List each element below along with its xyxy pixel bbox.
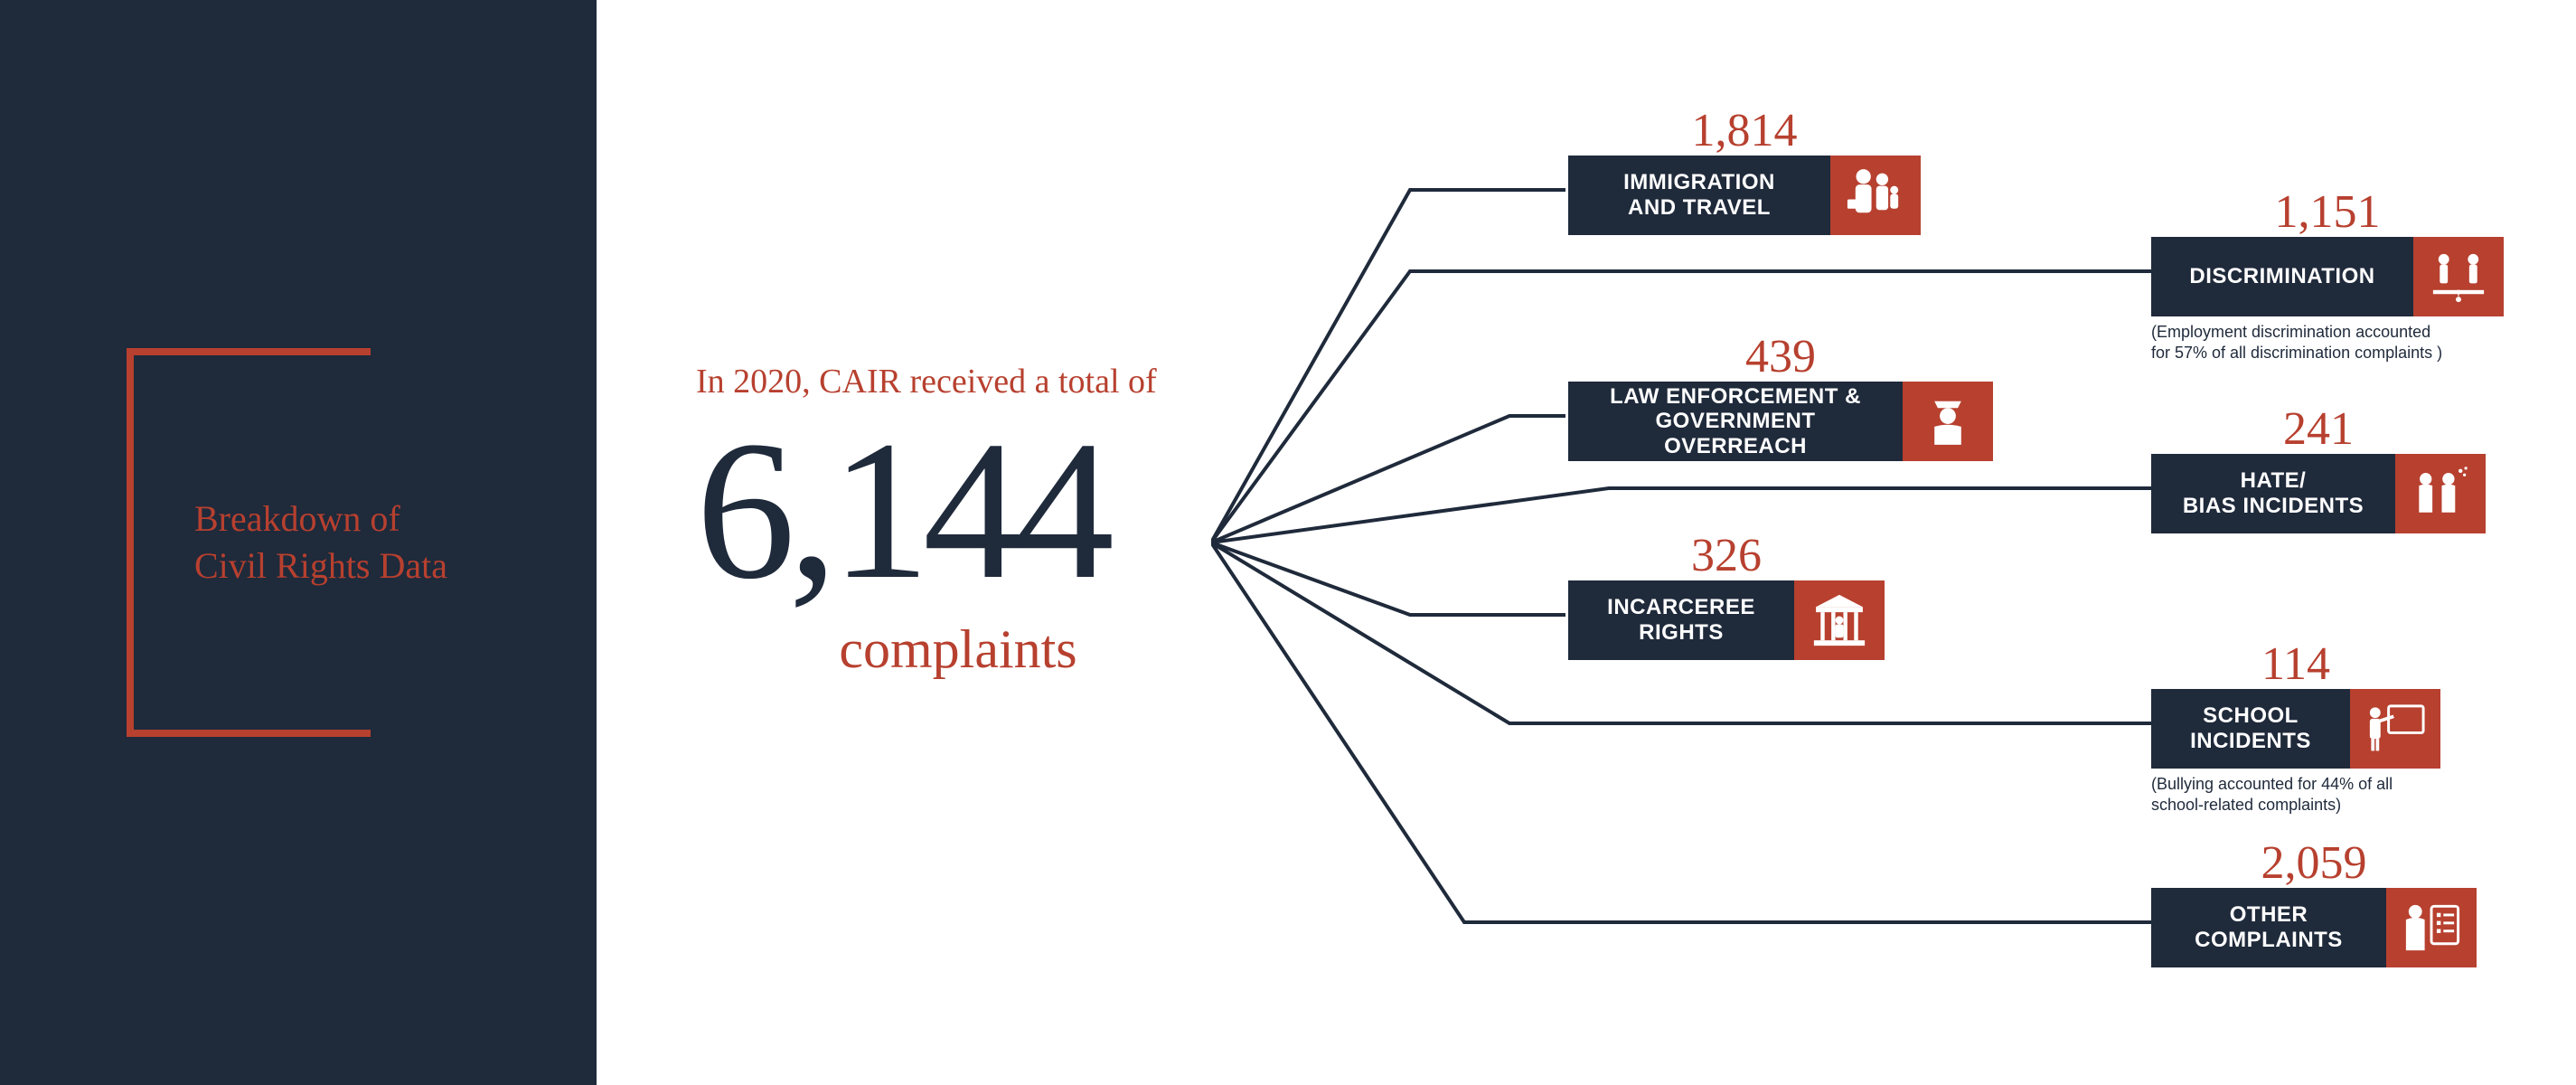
category-law-enforcement: 439LAW ENFORCEMENT &GOVERNMENT OVERREACH (1568, 330, 1993, 461)
summary-block: In 2020, CAIR received a total of 6,144 … (696, 362, 1220, 681)
title-frame: Breakdown of Civil Rights Data (127, 348, 470, 737)
category-label: INCARCEREERIGHTS (1568, 580, 1794, 660)
category-school: 114SCHOOLINCIDENTS (Bullying accounted fo… (2151, 637, 2440, 815)
category-immigration: 1,814IMMIGRATIONAND TRAVEL (1568, 104, 1921, 235)
confrontation-icon (2395, 454, 2486, 533)
summary-intro: In 2020, CAIR received a total of (696, 362, 1220, 401)
sidebar-panel: Breakdown of Civil Rights Data (0, 0, 597, 1085)
scales-icon (2413, 237, 2504, 316)
category-box: LAW ENFORCEMENT &GOVERNMENT OVERREACH (1568, 382, 1993, 461)
category-box: HATE/BIAS INCIDENTS (2151, 454, 2486, 533)
category-number: 2,059 (2151, 836, 2477, 890)
category-number: 1,151 (2151, 185, 2504, 239)
category-box: OTHERCOMPLAINTS (2151, 888, 2477, 967)
sidebar-title: Breakdown of Civil Rights Data (149, 495, 447, 590)
category-label: SCHOOLINCIDENTS (2151, 689, 2350, 769)
frame-bottom-border (127, 730, 371, 737)
frame-left-border (127, 348, 134, 737)
jail-icon (1794, 580, 1885, 660)
category-number: 114 (2151, 637, 2440, 691)
family-icon (1830, 156, 1921, 235)
category-hate-bias: 241HATE/BIAS INCIDENTS (2151, 402, 2486, 533)
summary-number: 6,144 (696, 410, 1220, 609)
category-label: IMMIGRATIONAND TRAVEL (1568, 156, 1830, 235)
category-box: INCARCEREERIGHTS (1568, 580, 1885, 660)
category-number: 439 (1568, 330, 1993, 383)
category-other: 2,059OTHERCOMPLAINTS (2151, 836, 2477, 967)
connector-line (1211, 416, 1565, 542)
category-box: IMMIGRATIONAND TRAVEL (1568, 156, 1921, 235)
category-label: DISCRIMINATION (2151, 237, 2413, 316)
category-label: OTHERCOMPLAINTS (2151, 888, 2386, 967)
category-note: (Employment discrimination accountedfor … (2151, 322, 2504, 363)
category-note: (Bullying accounted for 44% of allschool… (2151, 774, 2440, 815)
connector-line (1211, 542, 1565, 615)
title-line-1: Breakdown of (194, 498, 400, 539)
category-incarceree: 326INCARCEREERIGHTS (1568, 529, 1885, 660)
teacher-icon (2350, 689, 2440, 769)
frame-top-border (127, 348, 371, 355)
category-box: DISCRIMINATION (2151, 237, 2504, 316)
category-label: HATE/BIAS INCIDENTS (2151, 454, 2395, 533)
category-label: LAW ENFORCEMENT &GOVERNMENT OVERREACH (1568, 382, 1903, 461)
title-line-2: Civil Rights Data (194, 545, 447, 586)
clipboard-icon (2386, 888, 2477, 967)
officer-icon (1903, 382, 1993, 461)
category-discrimination: 1,151DISCRIMINATION (Employment discrimin… (2151, 185, 2504, 363)
category-box: SCHOOLINCIDENTS (2151, 689, 2440, 769)
summary-word: complaints (696, 618, 1220, 681)
connector-line (1211, 190, 1565, 542)
category-number: 326 (1568, 529, 1885, 582)
category-number: 241 (2151, 402, 2486, 456)
category-number: 1,814 (1568, 104, 1921, 157)
